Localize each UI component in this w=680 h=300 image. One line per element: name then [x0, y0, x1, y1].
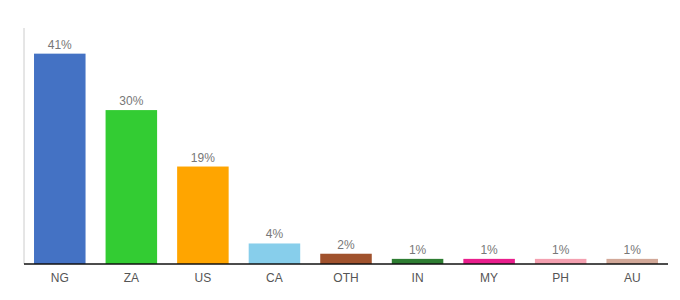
x-tick-label: US — [195, 271, 212, 285]
x-tick-label: PH — [552, 271, 569, 285]
bar — [34, 54, 86, 264]
data-label: 1% — [552, 243, 570, 257]
x-tick-label: NG — [51, 271, 69, 285]
chart: 41% 30% 19% 4% 2% 1% 1% 1% 1% NG ZA US CA OTH IN MY PH AU — [0, 0, 680, 300]
data-label: 1% — [409, 243, 427, 257]
data-label: 2% — [337, 238, 355, 252]
data-label: 1% — [624, 243, 642, 257]
data-label: 41% — [48, 38, 72, 52]
bar — [177, 167, 229, 264]
bar — [535, 259, 587, 264]
x-tick-label: OTH — [333, 271, 358, 285]
bar — [392, 259, 444, 264]
bars — [34, 54, 658, 264]
chart-container: 41% 30% 19% 4% 2% 1% 1% 1% 1% NG ZA US CA OTH IN MY PH AU — [0, 0, 680, 300]
bar — [463, 259, 515, 264]
data-label: 1% — [480, 243, 498, 257]
x-tick-label: MY — [480, 271, 498, 285]
bar — [106, 110, 158, 264]
x-tick-label: CA — [266, 271, 283, 285]
data-label: 30% — [119, 94, 143, 108]
bar — [606, 259, 658, 264]
bar — [320, 254, 372, 264]
bar — [249, 243, 301, 264]
x-axis-line — [24, 263, 668, 265]
y-axis-line — [24, 28, 25, 264]
data-label: 4% — [266, 227, 284, 241]
data-label: 19% — [191, 151, 215, 165]
x-tick-label: IN — [412, 271, 424, 285]
x-tick-label: ZA — [124, 271, 139, 285]
x-tick-label: AU — [624, 271, 641, 285]
